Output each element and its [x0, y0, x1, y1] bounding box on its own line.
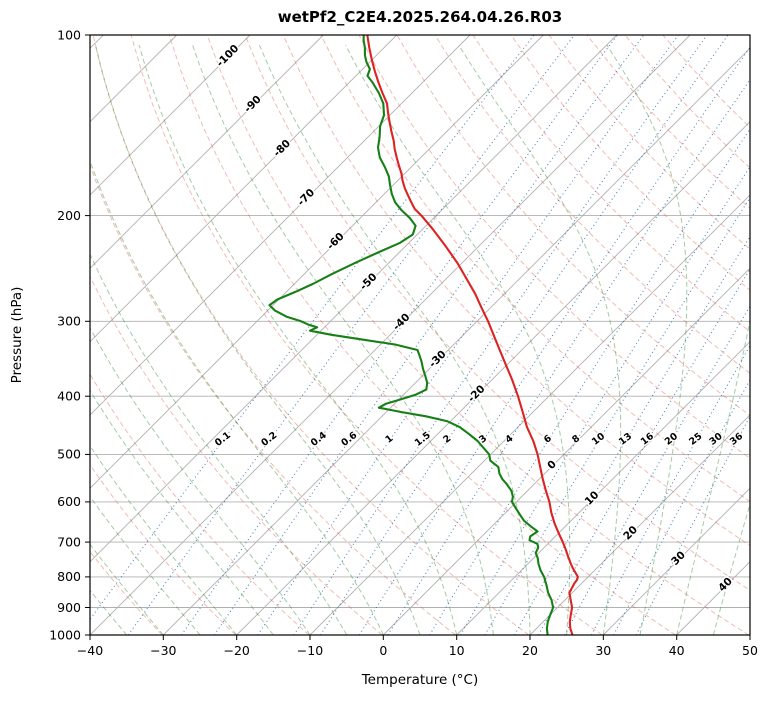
- svg-text:−10: −10: [297, 643, 323, 658]
- chart-title: wetPf2_C2E4.2025.264.04.26.R03: [277, 8, 563, 26]
- svg-text:−30: −30: [150, 643, 176, 658]
- svg-text:30: 30: [595, 643, 611, 658]
- svg-text:600: 600: [57, 494, 81, 509]
- svg-text:8: 8: [570, 433, 582, 446]
- svg-text:2: 2: [441, 433, 453, 446]
- svg-text:10: 10: [583, 489, 602, 508]
- svg-text:20: 20: [522, 643, 538, 658]
- svg-text:10: 10: [449, 643, 465, 658]
- svg-text:16: 16: [639, 431, 656, 448]
- svg-text:50: 50: [742, 643, 758, 658]
- svg-text:300: 300: [57, 314, 81, 329]
- svg-text:6: 6: [542, 433, 554, 446]
- x-axis-label: Temperature (°C): [361, 672, 479, 688]
- y-axis-label: Pressure (hPa): [9, 286, 25, 384]
- svg-text:−40: −40: [77, 643, 103, 658]
- svg-text:13: 13: [617, 431, 634, 448]
- svg-text:0: 0: [379, 643, 387, 658]
- svg-text:-60: -60: [325, 230, 347, 252]
- svg-text:0.2: 0.2: [259, 430, 279, 449]
- svg-text:-40: -40: [391, 311, 413, 333]
- svg-text:40: 40: [669, 643, 685, 658]
- svg-text:-30: -30: [427, 348, 449, 370]
- svg-text:-50: -50: [358, 271, 380, 293]
- svg-text:-90: -90: [242, 93, 264, 115]
- svg-text:0.4: 0.4: [309, 430, 329, 449]
- svg-text:400: 400: [57, 389, 81, 404]
- svg-text:1000: 1000: [49, 627, 81, 642]
- svg-text:-100: -100: [214, 42, 241, 69]
- svg-text:10: 10: [590, 431, 607, 448]
- svg-text:100: 100: [57, 27, 81, 42]
- svg-text:1.5: 1.5: [413, 430, 433, 449]
- svg-text:200: 200: [57, 208, 81, 223]
- svg-text:0.1: 0.1: [213, 430, 233, 449]
- svg-text:700: 700: [57, 534, 81, 549]
- svg-text:25: 25: [687, 431, 704, 448]
- svg-text:0: 0: [545, 458, 559, 472]
- svg-text:-80: -80: [271, 137, 293, 159]
- svg-text:0.6: 0.6: [339, 430, 359, 449]
- svg-text:800: 800: [57, 569, 81, 584]
- svg-text:36: 36: [728, 431, 745, 448]
- svg-text:1: 1: [383, 433, 395, 446]
- svg-text:30: 30: [669, 549, 688, 568]
- svg-text:20: 20: [663, 431, 680, 448]
- svg-text:20: 20: [621, 524, 640, 543]
- svg-text:-70: -70: [295, 187, 317, 209]
- svg-text:−20: −20: [224, 643, 250, 658]
- svg-text:500: 500: [57, 447, 81, 462]
- svg-text:-20: -20: [466, 383, 488, 405]
- svg-text:900: 900: [57, 600, 81, 615]
